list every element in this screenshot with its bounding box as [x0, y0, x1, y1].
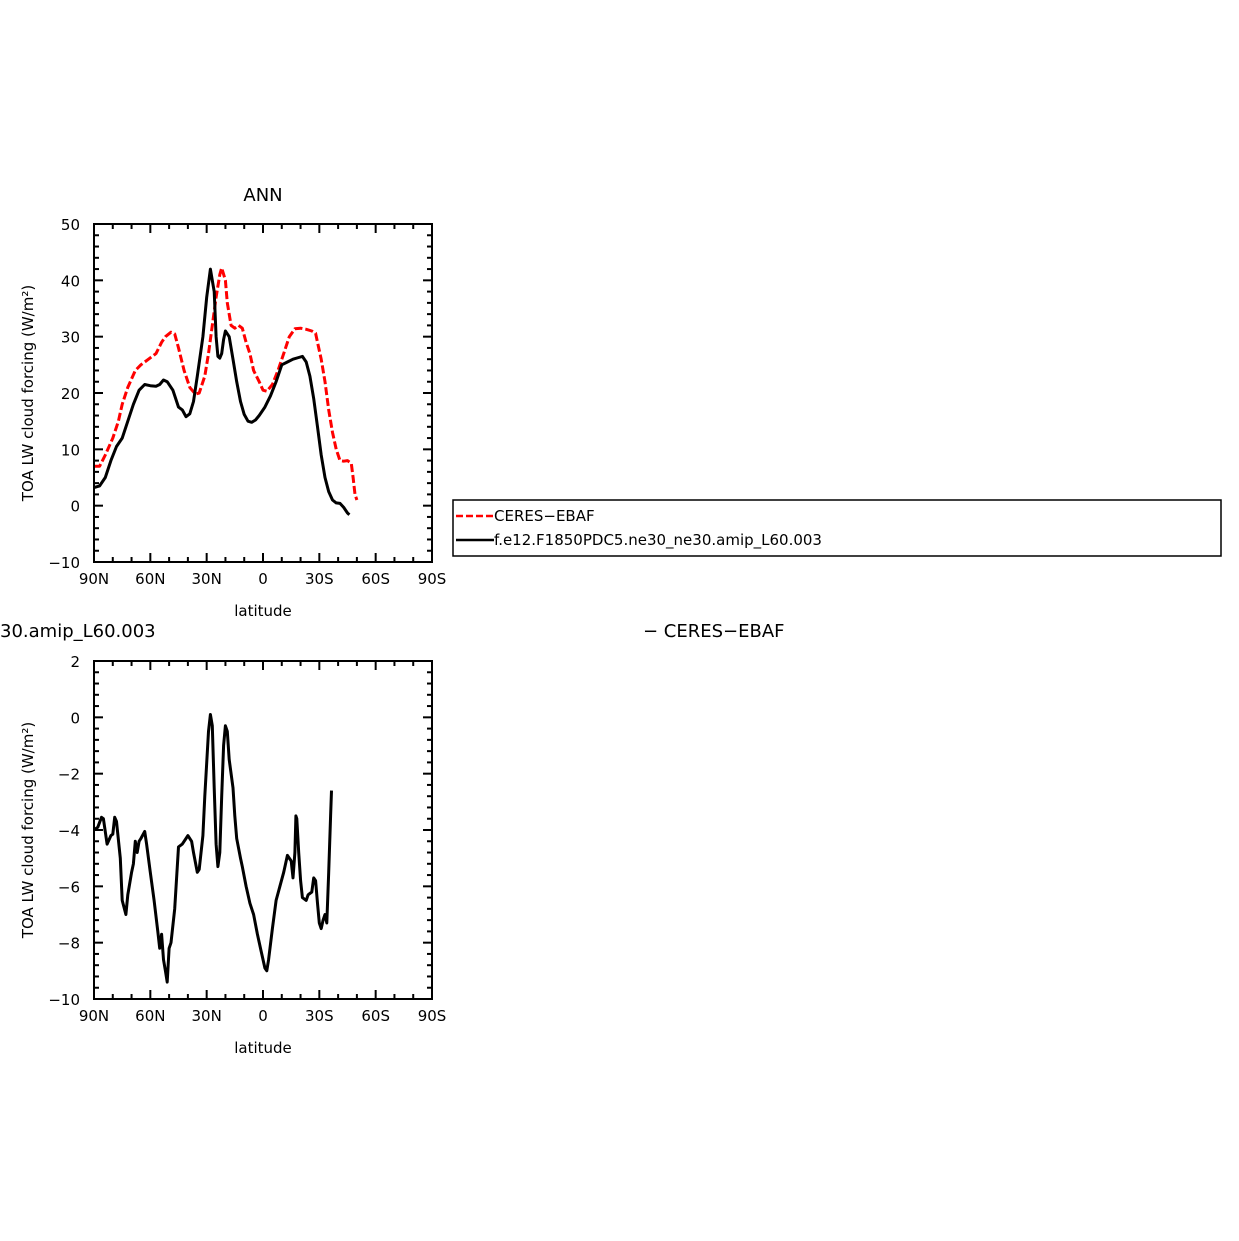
- x-tick-label: 60S: [361, 570, 390, 588]
- y-tick-label: −2: [58, 766, 80, 784]
- y-tick-label: −8: [58, 935, 80, 953]
- y-tick-label: 50: [61, 216, 80, 234]
- bottom-panel-ylabel: TOA LW cloud forcing (W/m²): [19, 722, 37, 939]
- top-panel-series: [93, 266, 359, 516]
- bottom-panel: 30.amip_L60.003 − CERES−EBAF TOA LW clou…: [0, 621, 785, 1057]
- y-tick-label: 0: [70, 709, 80, 727]
- top-panel-title: ANN: [243, 185, 282, 206]
- top-panel-frame: [93, 223, 433, 563]
- x-tick-label: 60N: [135, 1007, 165, 1025]
- y-tick-label: 10: [61, 441, 80, 459]
- bottom-panel-title-left: 30.amip_L60.003: [0, 621, 156, 642]
- top-panel-ylabel: TOA LW cloud forcing (W/m²): [19, 285, 37, 502]
- y-tick-label: 20: [61, 385, 80, 403]
- y-tick-label: 30: [61, 329, 80, 347]
- top-panel: ANN TOA LW cloud forcing (W/m²) latitude…: [19, 185, 1222, 620]
- y-tick-label: −6: [58, 878, 80, 896]
- x-tick-label: 60S: [361, 1007, 390, 1025]
- legend: CERES−EBAF f.e12.F1850PDC5.ne30_ne30.ami…: [452, 499, 1222, 557]
- bottom-panel-xlabel: latitude: [234, 1039, 292, 1057]
- y-tick-label: −10: [48, 554, 80, 572]
- series-line-0: [94, 266, 359, 501]
- x-tick-label: 90S: [418, 570, 447, 588]
- x-tick-label: 30S: [305, 570, 334, 588]
- bottom-panel-frame: [93, 660, 433, 1000]
- x-tick-label: 0: [258, 1007, 268, 1025]
- y-tick-label: 2: [70, 653, 80, 671]
- bottom-panel-title-right: − CERES−EBAF: [643, 621, 785, 642]
- x-tick-label: 60N: [135, 570, 165, 588]
- series-line-1: [93, 267, 351, 516]
- y-tick-label: −10: [48, 991, 80, 1009]
- y-tick-label: 0: [70, 498, 80, 516]
- legend-label-ceres: CERES−EBAF: [494, 507, 595, 525]
- top-panel-grid-ticks: [93, 223, 433, 563]
- x-tick-label: 0: [258, 570, 268, 588]
- top-panel-tick-labels: 90N 60N 30N 0 30S 60S 90S −10 0 10 20 30 40 50: [48, 216, 446, 588]
- legend-box: [452, 499, 1222, 557]
- legend-label-model: f.e12.F1850PDC5.ne30_ne30.amip_L60.003: [494, 531, 822, 550]
- x-tick-label: 90N: [79, 1007, 109, 1025]
- y-tick-label: 40: [61, 272, 80, 290]
- y-tick-label: −4: [58, 822, 80, 840]
- top-panel-xlabel: latitude: [234, 602, 292, 620]
- x-tick-label: 30N: [192, 1007, 222, 1025]
- x-tick-label: 90S: [418, 1007, 447, 1025]
- bottom-panel-tick-labels: 90N 60N 30N 0 30S 60S 90S −10 −8 −6 −4 −2 0 2: [48, 653, 446, 1025]
- bottom-panel-series: [93, 713, 333, 984]
- series-line-0: [93, 713, 333, 984]
- x-tick-label: 90N: [79, 570, 109, 588]
- x-tick-label: 30N: [192, 570, 222, 588]
- x-tick-label: 30S: [305, 1007, 334, 1025]
